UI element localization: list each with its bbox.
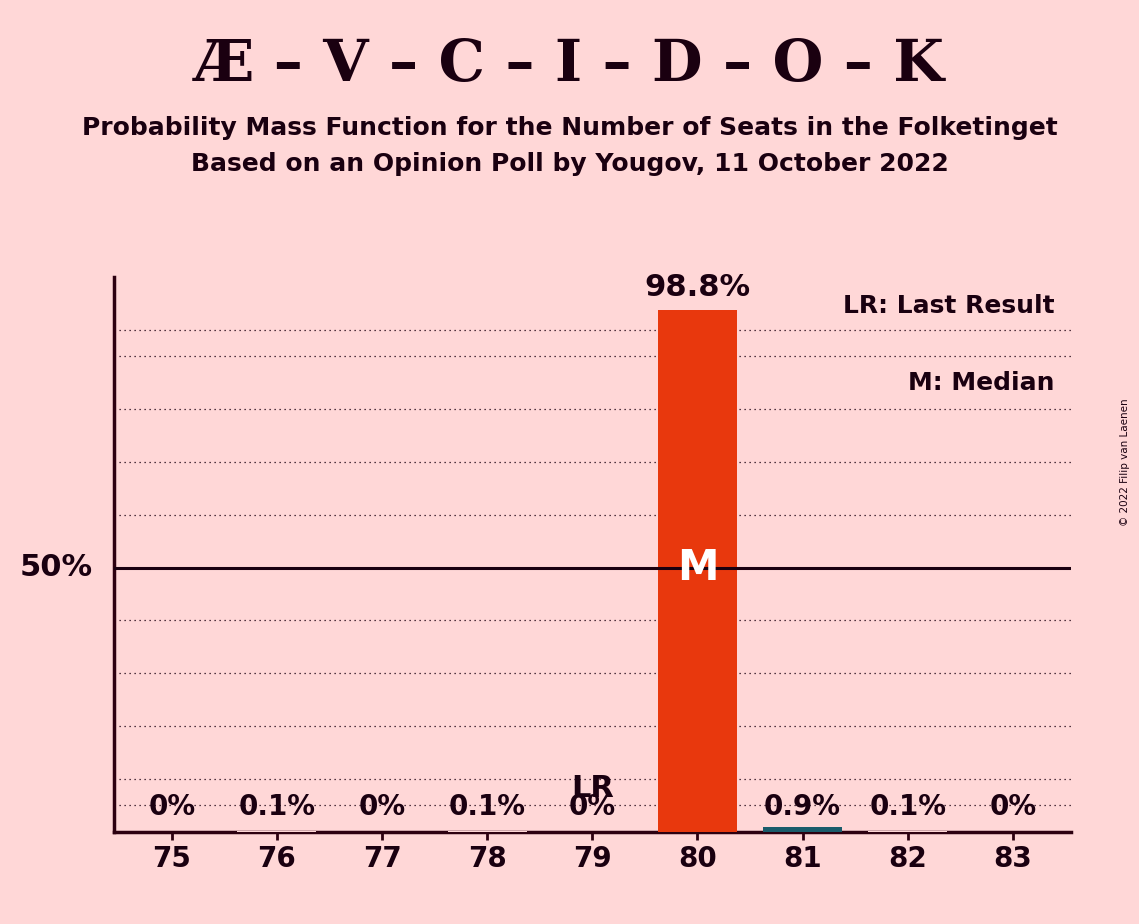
Text: Probability Mass Function for the Number of Seats in the Folketinget: Probability Mass Function for the Number…	[82, 116, 1057, 140]
Text: 0%: 0%	[359, 793, 405, 821]
Text: 0.1%: 0.1%	[869, 793, 947, 821]
Text: M: M	[677, 547, 719, 589]
Bar	[763, 827, 842, 832]
Text: 98.8%: 98.8%	[645, 273, 751, 302]
Text: 0.1%: 0.1%	[238, 793, 316, 821]
Text: Æ – V – C – I – D – O – K: Æ – V – C – I – D – O – K	[194, 37, 945, 93]
Text: 0%: 0%	[568, 793, 616, 821]
Text: 0.1%: 0.1%	[449, 793, 525, 821]
Text: LR: LR	[571, 773, 614, 803]
Text: LR: Last Result: LR: Last Result	[843, 294, 1055, 318]
Text: © 2022 Filip van Laenen: © 2022 Filip van Laenen	[1121, 398, 1130, 526]
Bar	[658, 310, 737, 832]
Text: 0%: 0%	[990, 793, 1036, 821]
Text: 0.9%: 0.9%	[764, 793, 841, 821]
Text: 50%: 50%	[19, 553, 93, 582]
Text: Based on an Opinion Poll by Yougov, 11 October 2022: Based on an Opinion Poll by Yougov, 11 O…	[190, 152, 949, 176]
Text: M: Median: M: Median	[909, 371, 1055, 395]
Text: 0%: 0%	[148, 793, 195, 821]
